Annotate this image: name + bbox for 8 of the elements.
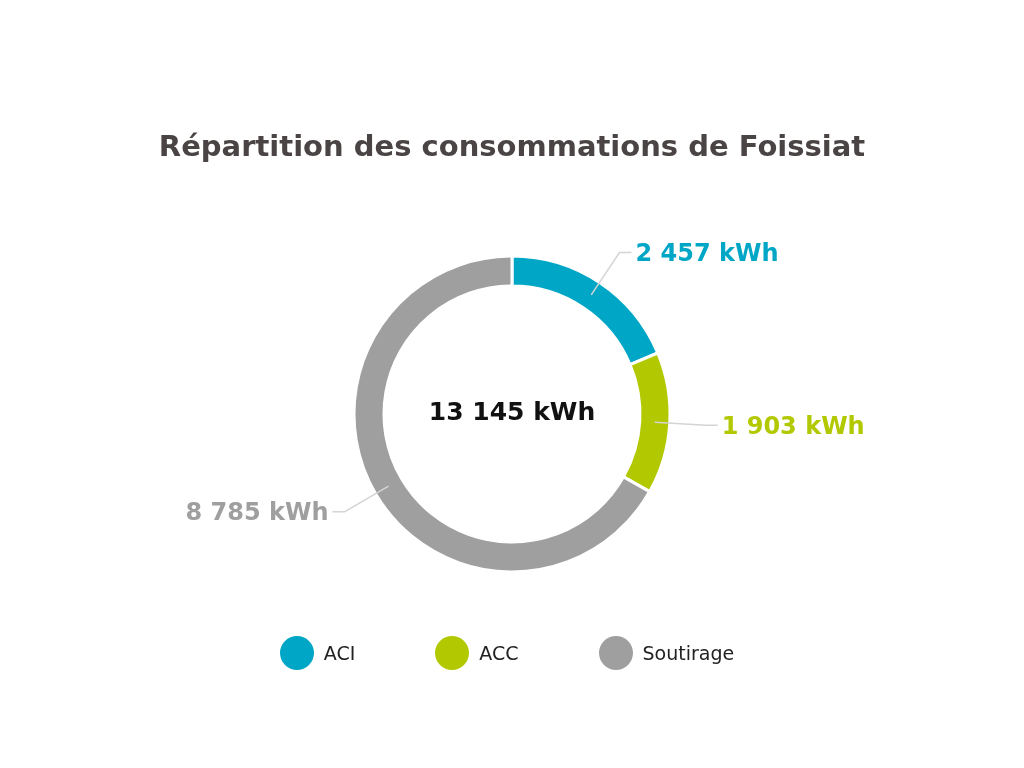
data-label: 1 903 kWh: [721, 411, 865, 440]
text: 13 145 kWh: [427, 397, 597, 426]
legend-label: Soutirage: [642, 642, 735, 664]
chart-title: Répartition des consommations de Foissiat: [157, 129, 867, 163]
legend-label: ACI: [323, 642, 356, 664]
data-label: 2 457 kWh: [635, 238, 779, 267]
data-label: 8 785 kWh: [185, 498, 329, 527]
legend-label: ACC: [479, 642, 519, 664]
